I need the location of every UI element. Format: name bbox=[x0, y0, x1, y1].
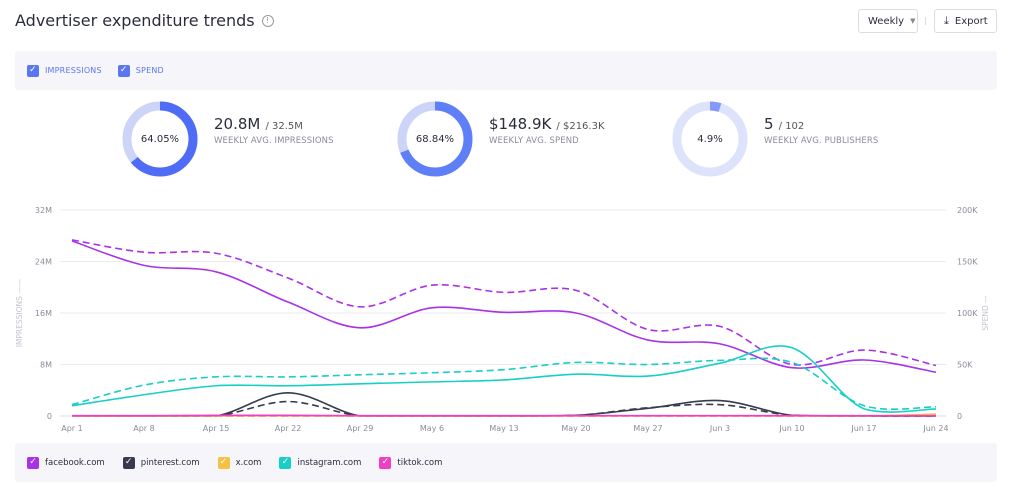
donut-percent: 68.84% bbox=[415, 133, 455, 145]
kpi-total: / 102 bbox=[778, 121, 805, 132]
x-tick: Jun 3 bbox=[709, 424, 730, 433]
kpi-publishers: 4.9% 5 / 102 WEEKLY AVG. PUBLISHERS bbox=[672, 101, 878, 177]
check-icon: ✓ bbox=[217, 456, 230, 469]
donut-chart: 64.05% bbox=[122, 101, 198, 177]
legend-label: facebook.com bbox=[45, 457, 105, 468]
line-spend-pinterest bbox=[72, 400, 936, 417]
y-right-tick: 150K bbox=[957, 258, 978, 267]
y-left-tick: 16M bbox=[35, 309, 52, 318]
check-icon: ✓ bbox=[117, 64, 130, 77]
caret-down-icon: ▼ bbox=[910, 17, 916, 25]
x-tick: Apr 8 bbox=[133, 424, 154, 433]
x-tick: May 6 bbox=[420, 424, 444, 433]
y-right-tick: 50K bbox=[957, 361, 973, 370]
y-left-tick: 8M bbox=[40, 361, 52, 370]
line-spend-instagram bbox=[71, 357, 937, 411]
x-tick: Apr 22 bbox=[275, 424, 302, 433]
kpi-total: / 32.5M bbox=[265, 121, 303, 132]
checkbox-label: SPEND bbox=[135, 66, 164, 75]
title-text: Advertiser expenditure trends bbox=[15, 11, 255, 30]
line-impressions-instagram bbox=[71, 345, 937, 413]
divider bbox=[925, 17, 926, 25]
kpi-value: $148.9K bbox=[489, 115, 552, 133]
check-icon: ✓ bbox=[27, 456, 39, 469]
trend-chart: 0 0 8M 50K 16M 100K 24M 150K 32M 200K IMPRESSIONS … bbox=[15, 206, 990, 433]
x-tick: Jun 24 bbox=[922, 424, 948, 433]
y-right-label: SPEND — bbox=[981, 295, 990, 331]
y-left-tick: 0 bbox=[47, 412, 52, 421]
line-impressions-facebook bbox=[71, 240, 937, 374]
kpi-label: WEEKLY AVG. IMPRESSIONS bbox=[214, 136, 334, 146]
kpi-total: / $216.3K bbox=[556, 121, 605, 132]
legend-item-facebook[interactable]: ✓ facebook.com bbox=[27, 456, 105, 469]
legend-label: x.com bbox=[235, 457, 262, 468]
legend-item-instagram[interactable]: ✓ instagram.com bbox=[279, 456, 362, 469]
legend-item-x[interactable]: ✓ x.com bbox=[217, 456, 262, 469]
donut-chart: 4.9% bbox=[672, 101, 748, 177]
y-left-tick: 24M bbox=[35, 258, 52, 267]
download-icon: ⤓ bbox=[944, 14, 949, 27]
y-right-tick: 0 bbox=[957, 412, 962, 421]
line-spend-facebook bbox=[71, 239, 937, 367]
x-tick: May 13 bbox=[489, 424, 518, 433]
donut-fill bbox=[122, 101, 198, 177]
kpi-label: WEEKLY AVG. SPEND bbox=[489, 136, 579, 146]
line-impressions-pinterest bbox=[72, 392, 936, 417]
x-tick: Apr 15 bbox=[203, 424, 230, 433]
period-value: Weekly bbox=[868, 15, 905, 27]
legend-label: instagram.com bbox=[297, 457, 362, 468]
check-icon: ✓ bbox=[27, 64, 39, 77]
info-icon[interactable]: ! bbox=[261, 14, 274, 27]
metric-toggles: ✓ IMPRESSIONS ✓ SPEND bbox=[15, 51, 997, 90]
checkbox-label: IMPRESSIONS bbox=[45, 66, 102, 75]
kpi-impressions: 64.05% 20.8M / 32.5M WEEKLY AVG. IMPRESSI… bbox=[122, 101, 334, 177]
kpi-label: WEEKLY AVG. PUBLISHERS bbox=[764, 136, 879, 146]
x-tick: May 20 bbox=[561, 424, 590, 433]
y-right-tick: 200K bbox=[957, 206, 978, 215]
legend-label: tiktok.com bbox=[397, 457, 443, 468]
export-button[interactable]: ⤓ Export bbox=[934, 9, 997, 33]
impressions-checkbox[interactable]: ✓ IMPRESSIONS bbox=[27, 64, 102, 77]
check-icon: ✓ bbox=[379, 456, 392, 469]
kpi-spend: 68.84% $148.9K / $216.3K WEEKLY AVG. SPEN… bbox=[397, 101, 605, 177]
check-icon: ✓ bbox=[279, 456, 292, 469]
x-tick: Jun 10 bbox=[778, 424, 804, 433]
legend-item-tiktok[interactable]: ✓ tiktok.com bbox=[379, 456, 443, 469]
chart-legend: ✓ facebook.com ✓ pinterest.com ✓ x.com ✓ ins… bbox=[15, 443, 997, 482]
kpi-value: 5 bbox=[764, 115, 774, 133]
x-tick: Apr 1 bbox=[61, 424, 82, 433]
legend-item-pinterest[interactable]: ✓ pinterest.com bbox=[122, 456, 200, 469]
legend-label: pinterest.com bbox=[140, 457, 200, 468]
y-right-tick: 100K bbox=[957, 309, 978, 318]
y-left-label: IMPRESSIONS —— bbox=[15, 278, 24, 347]
period-select[interactable]: Weekly ▼ bbox=[858, 9, 918, 33]
donut-percent: 4.9% bbox=[697, 133, 723, 145]
donut-chart: 68.84% bbox=[397, 101, 473, 177]
x-tick: Apr 29 bbox=[347, 424, 374, 433]
x-tick: May 27 bbox=[633, 424, 662, 433]
x-tick: Jun 17 bbox=[850, 424, 876, 433]
kpi-value: 20.8M bbox=[214, 115, 261, 133]
check-icon: ✓ bbox=[122, 456, 135, 469]
y-left-tick: 32M bbox=[35, 206, 52, 215]
donut-fill bbox=[672, 101, 748, 177]
export-label: Export bbox=[954, 15, 988, 27]
page-title: Advertiser expenditure trends! bbox=[15, 11, 274, 30]
donut-percent: 64.05% bbox=[140, 133, 180, 145]
spend-checkbox[interactable]: ✓ SPEND bbox=[117, 64, 164, 77]
donut-fill bbox=[397, 101, 473, 177]
